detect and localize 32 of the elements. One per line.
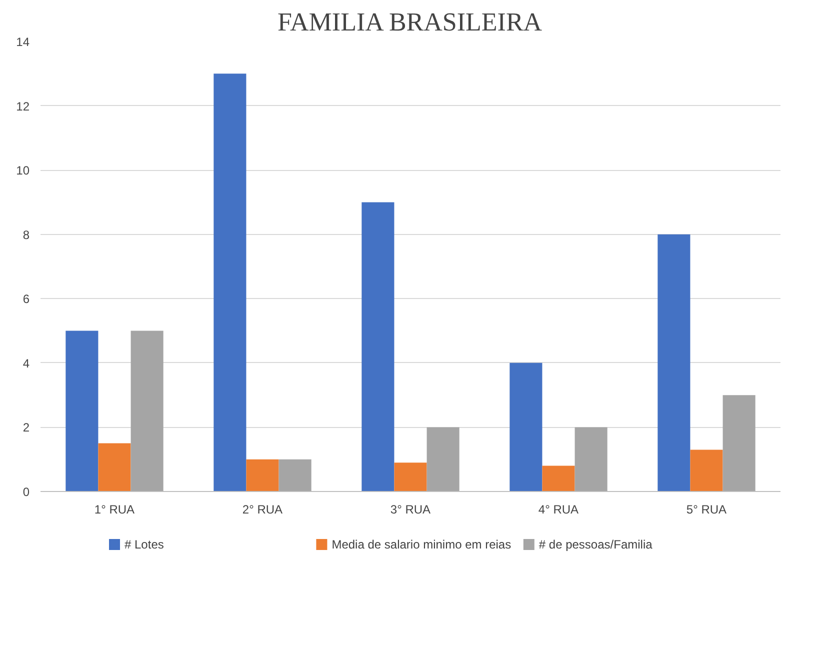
y-tick-label: 14 bbox=[16, 35, 30, 49]
x-tick-label: 2° RUA bbox=[242, 502, 283, 516]
bar bbox=[426, 427, 460, 492]
bar bbox=[66, 330, 98, 492]
bar bbox=[510, 362, 542, 492]
y-tick-label: 10 bbox=[16, 164, 30, 178]
legend-label: Media de salario minimo em reias bbox=[332, 538, 512, 552]
bar bbox=[130, 330, 164, 492]
y-tick-label: 4 bbox=[22, 356, 30, 370]
bar bbox=[658, 234, 690, 492]
y-tick-label: 6 bbox=[22, 292, 30, 306]
x-tick-label: 3° RUA bbox=[390, 502, 431, 516]
bar bbox=[98, 443, 131, 492]
y-tick-label: 8 bbox=[22, 228, 30, 242]
x-tick-label: 5° RUA bbox=[686, 502, 727, 516]
bar bbox=[722, 395, 756, 492]
x-tick-label: 1° RUA bbox=[94, 502, 135, 516]
bar bbox=[394, 462, 427, 492]
bar bbox=[246, 459, 279, 492]
bar bbox=[362, 202, 394, 492]
x-tick-label: 4° RUA bbox=[538, 502, 579, 516]
bar bbox=[690, 450, 723, 492]
y-tick-label: 12 bbox=[16, 99, 30, 114]
chart-title: FAMILIA BRASILEIRA bbox=[277, 8, 542, 36]
bar bbox=[278, 459, 312, 492]
bar bbox=[214, 74, 246, 492]
y-tick-label: 0 bbox=[22, 485, 30, 499]
y-tick-label: 2 bbox=[22, 420, 30, 435]
bar bbox=[574, 427, 608, 492]
legend-label: # de pessoas/Familia bbox=[538, 538, 653, 552]
legend-label: # Lotes bbox=[124, 538, 164, 552]
bar bbox=[542, 466, 575, 492]
